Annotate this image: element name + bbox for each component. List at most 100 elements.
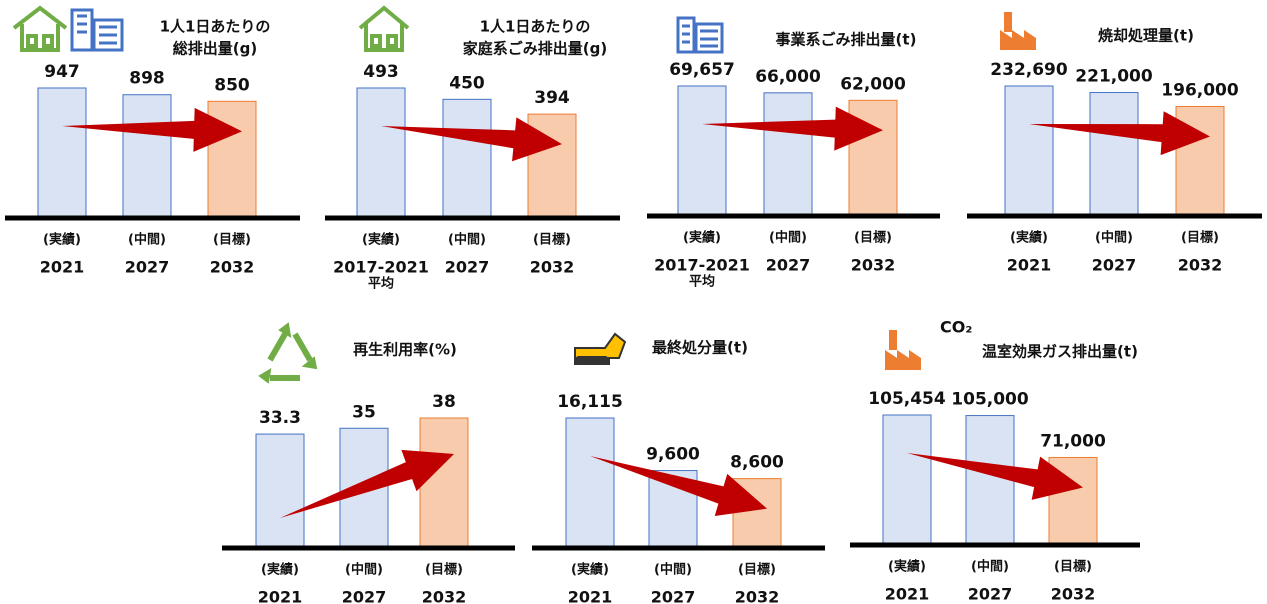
chart-title: 家庭系ごみ排出量(g)	[463, 40, 607, 58]
x-tick-label: (実績)	[683, 230, 721, 246]
recycle-icon	[258, 322, 318, 384]
factory-icon	[1000, 12, 1036, 50]
value-label: 493	[363, 62, 399, 82]
trend-arrow	[280, 449, 454, 518]
house-icon	[12, 5, 68, 52]
value-label: 394	[534, 88, 570, 108]
x-tick-label: 2027	[125, 258, 170, 277]
chart-title: 事業系ごみ排出量(t)	[776, 31, 917, 49]
x-tick-label: (実績)	[571, 562, 609, 578]
trend-arrow	[702, 106, 883, 151]
bar	[565, 417, 615, 549]
x-tick-label: (中間)	[345, 562, 383, 578]
x-tick-label: 2021	[258, 588, 303, 604]
x-tick-label: 2017-2021	[333, 258, 429, 277]
x-tick-label: 2027	[342, 588, 387, 604]
x-tick-label: (目標)	[1054, 559, 1092, 575]
x-tick-label: (実績)	[362, 232, 400, 248]
x-tick-label: 2021	[1007, 256, 1052, 275]
house-icon	[358, 5, 410, 52]
value-label: 196,000	[1161, 80, 1239, 100]
trend-arrow	[381, 117, 562, 162]
trend-arrow	[62, 107, 242, 152]
chart-title: 1人1日あたりの	[480, 18, 591, 36]
excavator-icon	[574, 332, 627, 365]
bar	[1089, 92, 1139, 217]
x-tick-label: (中間)	[1095, 230, 1133, 246]
x-tick-label: (中間)	[971, 559, 1009, 575]
x-tick-label: 2032	[1051, 585, 1096, 604]
value-label: 62,000	[840, 74, 906, 94]
x-tick-label: 2021	[885, 585, 930, 604]
x-tick-label: (目標)	[213, 232, 251, 248]
chart-title: 温室効果ガス排出量(t)	[982, 343, 1138, 361]
value-label: 8,600	[730, 453, 784, 473]
value-label: 33.3	[259, 408, 301, 428]
x-tick-label: 平均	[689, 274, 715, 290]
value-label: 16,115	[557, 392, 623, 412]
building-icon	[70, 8, 124, 52]
x-tick-label: 2021	[568, 588, 613, 604]
x-tick-label: (実績)	[1010, 230, 1048, 246]
x-tick-label: (中間)	[448, 232, 486, 248]
x-tick-label: 2027	[445, 258, 490, 277]
factory-icon	[885, 330, 921, 370]
x-tick-label: (実績)	[261, 562, 299, 578]
chart-title: 再生利用率(%)	[353, 341, 457, 359]
value-label: 232,690	[990, 60, 1068, 80]
bar	[882, 414, 932, 546]
bar	[122, 94, 172, 219]
x-tick-label: 平均	[368, 276, 394, 292]
x-tick-label: (中間)	[654, 562, 692, 578]
bar	[419, 417, 469, 549]
value-label: 450	[449, 73, 485, 93]
x-tick-label: 2032	[851, 256, 896, 275]
value-label: 898	[129, 69, 165, 89]
x-tick-label: 2027	[651, 588, 696, 604]
x-tick-label: (中間)	[769, 230, 807, 246]
chart-title: 総排出量(g)	[173, 40, 257, 58]
x-tick-label: (目標)	[738, 562, 776, 578]
x-tick-label: 2021	[40, 258, 85, 277]
value-label: 105,000	[951, 390, 1029, 410]
value-label: 221,000	[1075, 67, 1153, 87]
trend-arrow	[1029, 111, 1210, 156]
bar	[37, 87, 87, 219]
x-tick-label: 2032	[735, 588, 780, 604]
bar	[442, 98, 492, 219]
chart-title: 最終処分量(t)	[652, 339, 748, 357]
value-label: 9,600	[646, 445, 700, 465]
building-icon	[676, 16, 724, 54]
trend-arrow	[907, 453, 1083, 500]
bar	[965, 415, 1015, 546]
bar	[255, 433, 305, 549]
x-tick-label: 2027	[1092, 256, 1137, 275]
value-label: 35	[352, 402, 376, 422]
x-tick-label: (中間)	[128, 232, 166, 248]
x-tick-label: 2027	[968, 585, 1013, 604]
bar	[848, 99, 898, 217]
x-tick-label: 2032	[1178, 256, 1223, 275]
x-tick-label: (実績)	[888, 559, 926, 575]
value-label: 66,000	[755, 67, 821, 87]
x-tick-label: (目標)	[533, 232, 571, 248]
x-tick-label: (目標)	[1181, 230, 1219, 246]
bar	[677, 85, 727, 217]
value-label: 947	[44, 62, 80, 82]
x-tick-label: 2032	[422, 588, 467, 604]
trend-arrow	[590, 456, 767, 517]
value-label: 105,454	[868, 389, 946, 409]
x-tick-label: (実績)	[43, 232, 81, 248]
bar	[356, 87, 406, 219]
value-label: 69,657	[669, 60, 735, 80]
x-tick-label: (目標)	[854, 230, 892, 246]
chart-title: 焼却処理量(t)	[1098, 27, 1194, 45]
value-label: 850	[214, 75, 250, 95]
value-label: 71,000	[1040, 431, 1106, 451]
bar	[763, 92, 813, 217]
x-tick-label: 2032	[210, 258, 255, 277]
x-tick-label: (目標)	[425, 562, 463, 578]
chart-title: 1人1日あたりの	[160, 18, 271, 36]
bar	[1004, 85, 1054, 217]
